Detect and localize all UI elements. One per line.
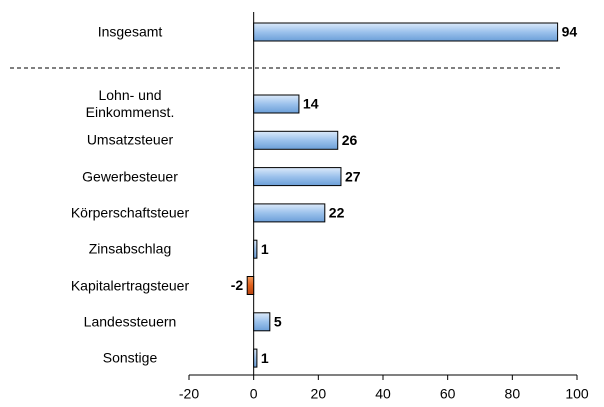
category-label: Zinsabschlag — [88, 240, 172, 257]
category-label: Insgesamt — [97, 23, 163, 40]
bar — [253, 239, 258, 259]
value-label: 27 — [345, 168, 361, 184]
value-label: -2 — [231, 277, 244, 293]
value-label: 5 — [274, 314, 282, 330]
category-label: Lohn- und Einkommenst. — [85, 87, 175, 120]
bar — [246, 276, 255, 295]
bar — [253, 203, 326, 223]
x-tick-label: 100 — [565, 386, 589, 402]
bar — [253, 348, 258, 368]
bar — [253, 312, 271, 332]
x-tick-label: 80 — [505, 386, 521, 402]
category-label: Landessteuern — [83, 313, 177, 330]
category-label: Umsatzsteuer — [86, 131, 174, 148]
value-label: 1 — [261, 350, 269, 366]
category-label: Körperschaftsteuer — [70, 204, 190, 221]
value-label: 1 — [261, 241, 269, 257]
category-label: Gewerbesteuer — [82, 168, 178, 185]
x-tick-label: 20 — [311, 386, 327, 402]
category-label: Kapitalertragsteuer — [70, 277, 190, 293]
bar — [253, 167, 342, 187]
value-label: 94 — [562, 24, 578, 40]
category-label: Sonstige — [102, 349, 158, 366]
x-tick-label: 40 — [375, 386, 391, 402]
value-label: 14 — [303, 96, 319, 112]
bar — [253, 94, 300, 114]
x-tick-label: 60 — [440, 386, 456, 402]
value-label: 26 — [342, 132, 358, 148]
value-label: 22 — [329, 205, 345, 221]
bar — [253, 130, 339, 150]
x-tick-label: 0 — [250, 386, 258, 402]
bar — [253, 22, 559, 42]
x-tick-label: -20 — [179, 386, 199, 402]
